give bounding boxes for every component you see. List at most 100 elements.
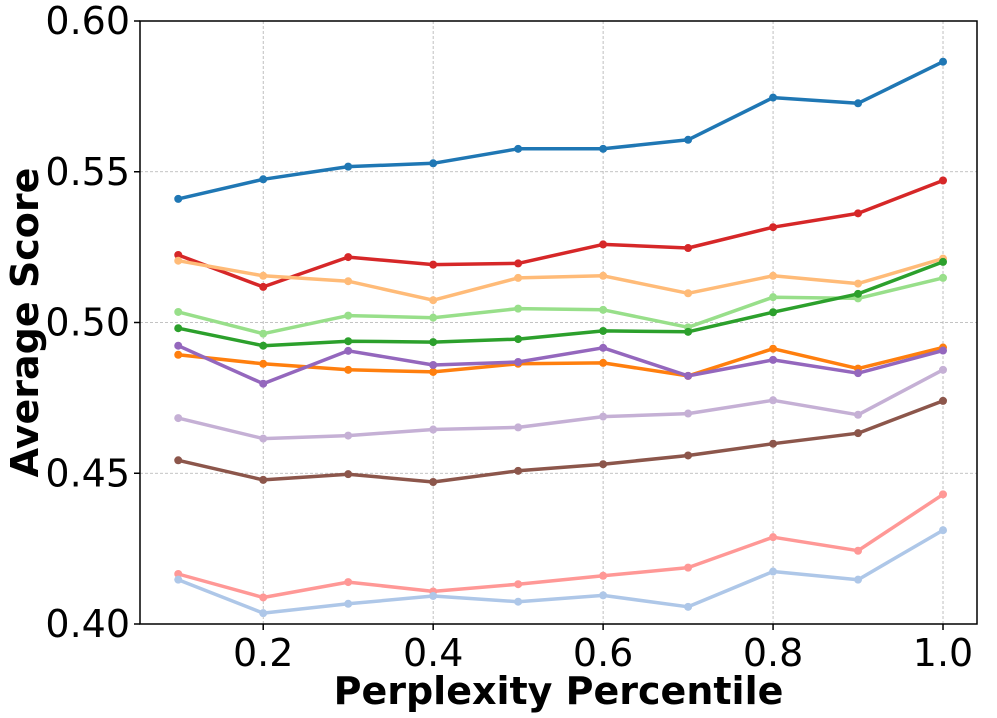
data-point xyxy=(769,293,778,302)
data-point xyxy=(259,434,268,443)
x-tick-label: 0.4 xyxy=(403,631,463,675)
data-point xyxy=(599,358,608,367)
data-point xyxy=(174,307,183,316)
series-green xyxy=(174,257,948,350)
data-point xyxy=(429,159,438,168)
data-point xyxy=(769,533,778,542)
data-point xyxy=(429,338,438,347)
series-line xyxy=(176,528,945,615)
data-point xyxy=(429,591,438,600)
data-point xyxy=(854,99,863,108)
series-red xyxy=(174,176,948,291)
series-purple xyxy=(174,341,948,388)
data-point xyxy=(939,396,948,405)
data-point xyxy=(514,597,523,606)
series-layer xyxy=(174,57,948,618)
data-point xyxy=(939,526,948,535)
data-point xyxy=(939,257,948,266)
data-point xyxy=(259,329,268,338)
data-point xyxy=(854,410,863,419)
data-point xyxy=(684,327,693,336)
data-point xyxy=(939,273,948,282)
data-point xyxy=(599,460,608,469)
data-point xyxy=(854,369,863,378)
series-light-red xyxy=(174,490,948,602)
data-point xyxy=(344,599,353,608)
data-point xyxy=(854,546,863,555)
data-point xyxy=(599,571,608,580)
data-point xyxy=(514,466,523,475)
x-tick-label: 0.2 xyxy=(233,631,293,675)
series-line xyxy=(176,276,945,336)
data-point xyxy=(769,271,778,280)
data-point xyxy=(174,341,183,350)
series-line xyxy=(176,59,945,201)
data-point xyxy=(429,361,438,370)
data-point xyxy=(259,282,268,291)
y-axis-title: Average Score xyxy=(3,168,47,478)
data-point xyxy=(599,326,608,335)
series-light-purple xyxy=(174,365,948,443)
data-point xyxy=(429,296,438,305)
data-point xyxy=(939,490,948,499)
data-point xyxy=(769,439,778,448)
x-tick-label: 0.8 xyxy=(743,631,803,675)
grid-lines xyxy=(140,20,977,625)
series-line xyxy=(176,343,945,386)
data-point xyxy=(939,57,948,66)
series-line xyxy=(176,492,945,600)
data-point xyxy=(854,279,863,288)
data-point xyxy=(514,580,523,589)
data-point xyxy=(854,209,863,218)
y-tick-label: 0.40 xyxy=(45,602,130,646)
data-point xyxy=(259,379,268,388)
data-point xyxy=(259,609,268,618)
data-point xyxy=(684,371,693,380)
data-point xyxy=(429,260,438,269)
series-blue xyxy=(174,57,948,203)
y-tick-label: 0.50 xyxy=(45,301,130,345)
data-point xyxy=(854,575,863,584)
data-point xyxy=(514,259,523,268)
data-point xyxy=(174,456,183,465)
series-line xyxy=(176,368,945,441)
data-point xyxy=(174,350,183,359)
data-point xyxy=(344,162,353,171)
data-point xyxy=(344,346,353,355)
series-brown xyxy=(174,396,948,486)
y-tick-label: 0.55 xyxy=(45,150,130,194)
data-point xyxy=(514,144,523,153)
data-point xyxy=(174,194,183,203)
data-point xyxy=(514,335,523,344)
data-point xyxy=(684,451,693,460)
data-point xyxy=(259,475,268,484)
data-point xyxy=(684,244,693,253)
data-point xyxy=(344,311,353,320)
series-light-green xyxy=(174,273,948,338)
data-point xyxy=(769,308,778,317)
data-point xyxy=(514,304,523,313)
data-point xyxy=(344,470,353,479)
series-line xyxy=(176,399,945,484)
series-line xyxy=(176,260,945,348)
data-point xyxy=(174,414,183,423)
data-point xyxy=(939,365,948,374)
data-point xyxy=(174,250,183,259)
data-point xyxy=(684,563,693,572)
data-point xyxy=(344,431,353,440)
data-point xyxy=(769,344,778,353)
data-point xyxy=(939,176,948,185)
data-point xyxy=(259,341,268,350)
x-axis-title: Perplexity Percentile xyxy=(334,669,784,713)
series-light-blue xyxy=(174,526,948,618)
x-tick-label: 0.6 xyxy=(573,631,633,675)
data-point xyxy=(174,256,183,265)
data-point xyxy=(174,569,183,578)
data-point xyxy=(174,324,183,333)
series-line xyxy=(176,256,945,302)
data-point xyxy=(684,135,693,144)
data-point xyxy=(854,289,863,298)
x-tick-label: 1.0 xyxy=(913,631,973,675)
y-tick-label: 0.45 xyxy=(45,451,130,495)
